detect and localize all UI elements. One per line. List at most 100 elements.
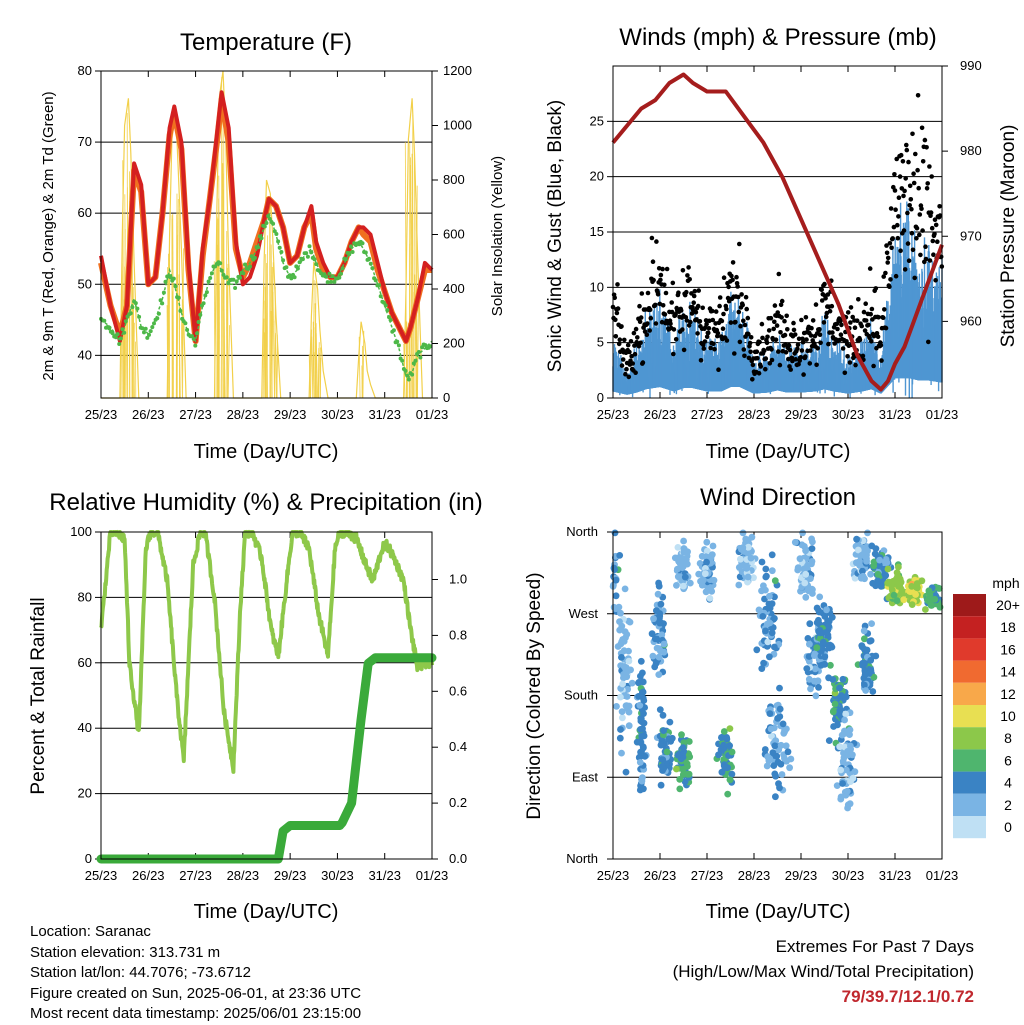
gust-point	[917, 233, 922, 238]
gust-point	[885, 260, 890, 265]
direction-point	[866, 670, 873, 677]
direction-point	[841, 717, 848, 724]
gust-point	[617, 342, 622, 347]
gust-point	[841, 346, 846, 351]
gust-point	[874, 286, 879, 291]
direction-point	[772, 793, 779, 800]
direction-point	[759, 613, 766, 620]
td-line-point	[308, 244, 312, 248]
y-tick-label: 100	[70, 524, 92, 539]
gust-point	[899, 153, 904, 158]
gust-point	[885, 251, 890, 256]
direction-point	[894, 569, 901, 576]
gust-point	[638, 341, 643, 346]
direction-point	[864, 530, 871, 537]
y-tick-label: 40	[78, 347, 92, 362]
gust-point	[843, 371, 848, 376]
direction-point	[737, 556, 744, 563]
direction-point	[868, 543, 875, 550]
gust-point	[696, 288, 701, 293]
direction-point	[771, 615, 778, 622]
direction-point	[658, 742, 665, 749]
direction-point	[661, 649, 668, 656]
gust-point	[710, 309, 715, 314]
direction-point	[729, 749, 736, 756]
winds-title: Winds (mph) & Pressure (mb)	[619, 24, 936, 51]
gust-point	[773, 303, 778, 308]
gust-point	[792, 328, 797, 333]
gust-point	[627, 350, 632, 355]
gust-point	[669, 300, 674, 305]
gust-point	[889, 206, 894, 211]
y-right-tick-label: 0.0	[449, 851, 467, 866]
gust-point	[662, 283, 667, 288]
direction-point	[926, 587, 933, 594]
td-line-point	[395, 340, 399, 344]
direction-point	[625, 648, 632, 655]
td-line-point	[324, 275, 328, 279]
direction-point	[762, 566, 769, 573]
direction-point	[814, 678, 821, 685]
gust-point	[871, 364, 876, 369]
td-line-point	[400, 359, 404, 363]
direction-point	[637, 726, 644, 733]
gust-point	[887, 284, 892, 289]
legend-swatch	[953, 816, 986, 838]
direction-point	[860, 573, 867, 580]
gust-point	[799, 355, 804, 360]
gust-point	[716, 367, 721, 372]
direction-point	[700, 577, 707, 584]
direction-point	[619, 681, 626, 688]
y-tick-label: 25	[590, 113, 604, 128]
direction-point	[739, 544, 746, 551]
direction-point	[680, 744, 687, 751]
gust-point	[879, 358, 884, 363]
td-line-point	[379, 294, 383, 298]
gust-point	[866, 323, 871, 328]
gust-point	[738, 324, 743, 329]
direction-point	[675, 544, 682, 551]
gust-point	[765, 341, 770, 346]
gust-point	[674, 337, 679, 342]
legend-swatch	[953, 683, 986, 705]
gust-point	[858, 338, 863, 343]
td-line-point	[279, 250, 283, 254]
td-line-point	[233, 286, 237, 290]
direction-point	[847, 727, 854, 734]
gust-point	[809, 333, 814, 338]
x-tick-label: 29/23	[785, 868, 818, 883]
gust-point	[771, 327, 776, 332]
td-line-point	[119, 336, 123, 340]
gust-point	[791, 321, 796, 326]
y-right-tick-label: 0.6	[449, 683, 467, 698]
legend-label: 0	[1004, 819, 1012, 835]
td-line-point	[208, 276, 212, 280]
gust-point	[726, 285, 731, 290]
direction-point	[922, 606, 929, 613]
td-line-point	[344, 257, 348, 261]
wind-direction-ylabel: Direction (Colored By Speed)	[524, 572, 545, 819]
direction-point	[742, 536, 749, 543]
td-line-point	[129, 311, 133, 315]
direction-point	[806, 641, 813, 648]
figure-created: Figure created on Sun, 2025-06-01, at 23…	[30, 984, 361, 1005]
station-info: Location: Saranac Station elevation: 313…	[30, 922, 361, 1025]
direction-point	[622, 586, 629, 593]
y-right-tick-label: 200	[443, 336, 465, 351]
gust-point	[751, 363, 756, 368]
y-tick-label: 60	[78, 205, 92, 220]
direction-point	[781, 728, 788, 735]
gust-point	[892, 172, 897, 177]
direction-point	[821, 661, 828, 668]
gust-point	[699, 358, 704, 363]
wind-direction-title: Wind Direction	[700, 484, 856, 511]
direction-point	[766, 653, 773, 660]
direction-point	[749, 534, 756, 541]
gust-point	[902, 189, 907, 194]
gust-point	[888, 241, 893, 246]
td-line-point	[404, 369, 408, 373]
gust-point	[928, 258, 933, 263]
direction-point	[675, 752, 682, 759]
legend-swatch	[953, 727, 986, 749]
gust-point	[760, 336, 765, 341]
